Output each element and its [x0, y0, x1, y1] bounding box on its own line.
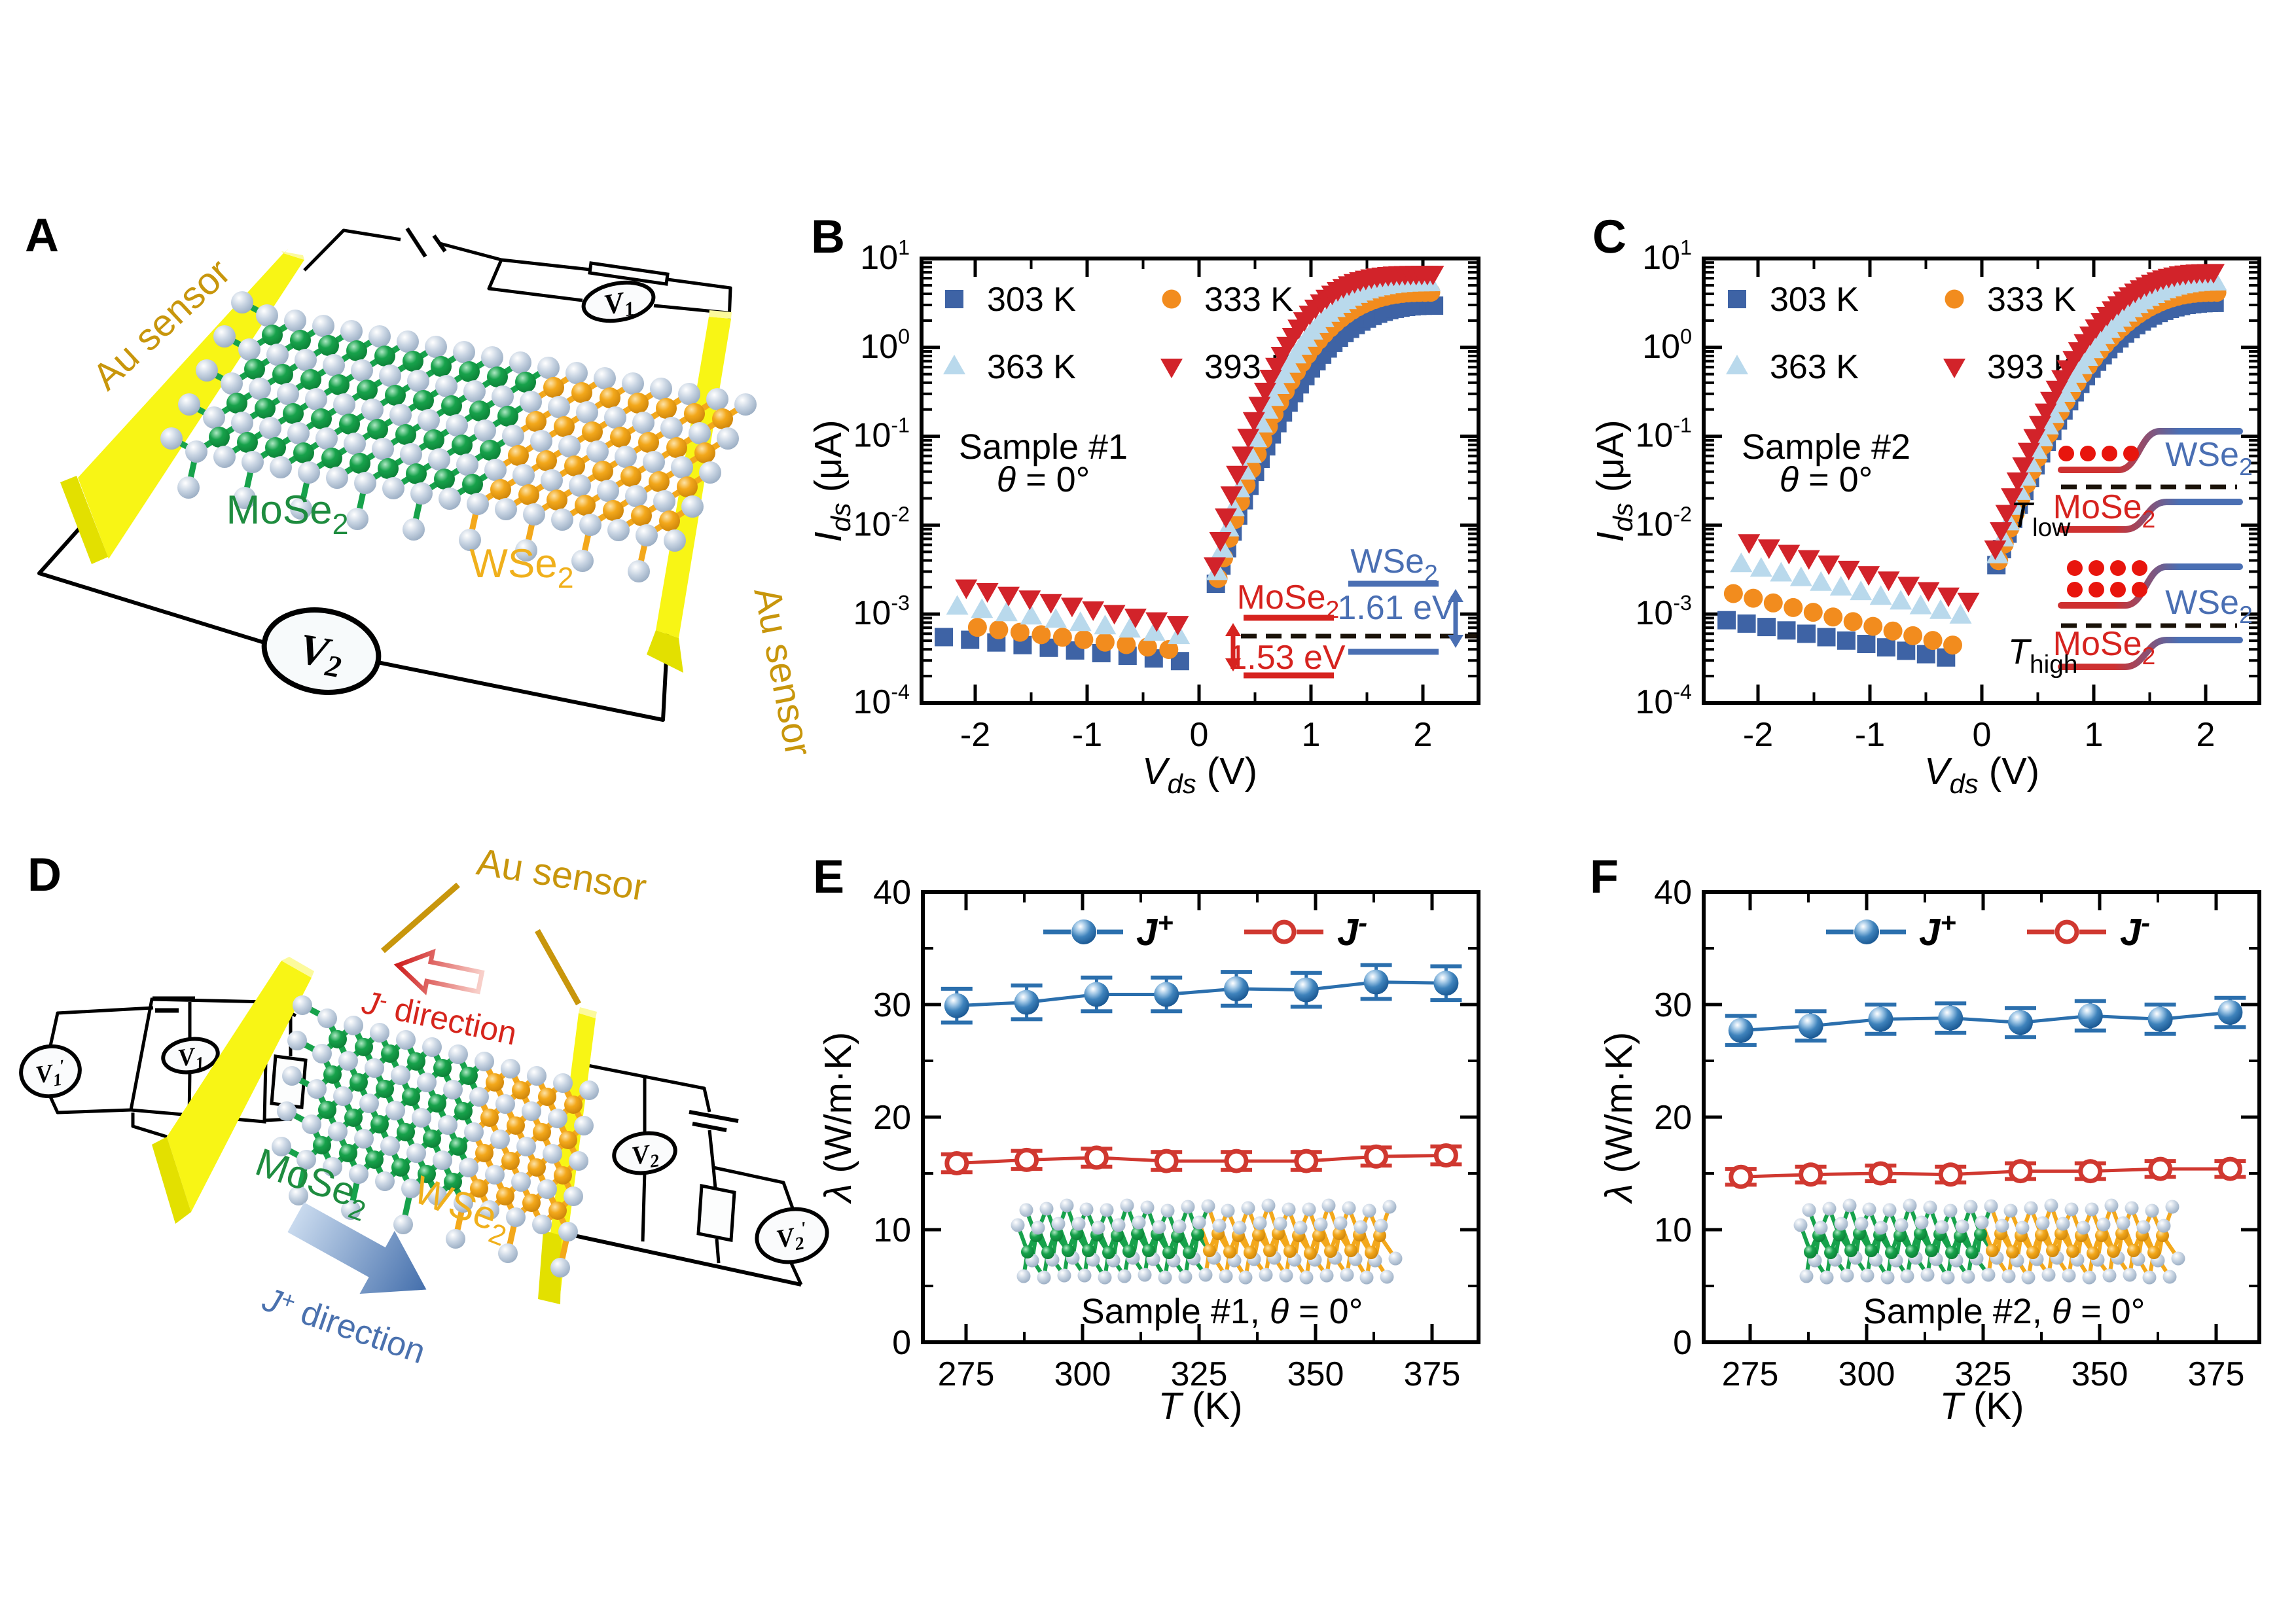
- svg-text:B: B: [811, 211, 845, 263]
- svg-text:363 K: 363 K: [1770, 348, 1859, 386]
- svg-text:C: C: [1592, 211, 1626, 263]
- svg-text:Vds (V): Vds (V): [1924, 750, 2039, 799]
- svg-text:WSe2: WSe2: [1350, 543, 1438, 587]
- svg-text:0: 0: [1673, 1324, 1692, 1362]
- svg-text:1.61 eV: 1.61 eV: [1337, 589, 1455, 627]
- svg-text:λ (W/m·K): λ (W/m·K): [817, 1032, 859, 1204]
- svg-text:10: 10: [1654, 1211, 1692, 1249]
- svg-text:Ids (μA): Ids (μA): [1589, 419, 1638, 542]
- svg-text:Sample #1: Sample #1: [959, 427, 1128, 467]
- svg-text:363 K: 363 K: [987, 348, 1076, 386]
- svg-text:300: 300: [1839, 1355, 1895, 1393]
- svg-text:30: 30: [873, 986, 911, 1024]
- svg-text:333 K: 333 K: [1987, 281, 2076, 319]
- svg-text:10-2: 10-2: [853, 502, 910, 543]
- svg-text:Ids (μA): Ids (μA): [807, 419, 856, 542]
- svg-text:A: A: [25, 209, 59, 262]
- svg-text:101: 101: [1642, 236, 1692, 277]
- svg-text:MoSe2: MoSe2: [1237, 579, 1340, 623]
- svg-text:E: E: [813, 851, 844, 903]
- svg-text:325: 325: [1171, 1355, 1228, 1393]
- svg-text:10-3: 10-3: [853, 591, 910, 632]
- svg-text:λ (W/m·K): λ (W/m·K): [1598, 1032, 1640, 1204]
- svg-text:Sample #2: Sample #2: [1742, 427, 1910, 467]
- svg-text:-2: -2: [960, 716, 990, 754]
- svg-text:300: 300: [1054, 1355, 1111, 1393]
- svg-text:Tlow: Tlow: [2011, 495, 2071, 542]
- svg-text:350: 350: [2072, 1355, 2128, 1393]
- svg-text:10-3: 10-3: [1635, 591, 1692, 632]
- svg-text:303 K: 303 K: [987, 281, 1076, 319]
- svg-text:Sample #1, θ = 0°: Sample #1, θ = 0°: [1081, 1292, 1363, 1331]
- svg-text:325: 325: [1955, 1355, 2012, 1393]
- svg-text:MoSe2: MoSe2: [2053, 625, 2156, 669]
- svg-text:WSe2: WSe2: [2165, 584, 2253, 628]
- svg-text:J+: J+: [1136, 907, 1174, 954]
- svg-text:T (K): T (K): [1940, 1385, 2024, 1427]
- svg-text:350: 350: [1287, 1355, 1344, 1393]
- svg-text:MoSe2: MoSe2: [226, 488, 349, 541]
- svg-text:40: 40: [873, 874, 911, 912]
- svg-text:θ = 0°: θ = 0°: [997, 460, 1090, 499]
- svg-text:D: D: [27, 849, 62, 901]
- svg-text:30: 30: [1654, 986, 1692, 1024]
- svg-text:Thigh: Thigh: [2008, 632, 2078, 679]
- svg-text:WSe2: WSe2: [469, 541, 573, 594]
- svg-text:375: 375: [2188, 1355, 2245, 1393]
- svg-text:0: 0: [1190, 716, 1209, 754]
- svg-text:2: 2: [1414, 716, 1433, 754]
- svg-text:275: 275: [1722, 1355, 1779, 1393]
- svg-text:20: 20: [1654, 1099, 1692, 1137]
- svg-text:100: 100: [860, 325, 910, 366]
- svg-text:2: 2: [2197, 716, 2215, 754]
- svg-text:0: 0: [892, 1324, 911, 1362]
- svg-text:MoSe2: MoSe2: [2053, 488, 2156, 533]
- svg-text:Vds (V): Vds (V): [1142, 750, 1257, 799]
- svg-text:-2: -2: [1743, 716, 1773, 754]
- svg-text:1: 1: [1302, 716, 1321, 754]
- svg-text:WSe2: WSe2: [2165, 436, 2253, 480]
- svg-text:Sample #2, θ = 0°: Sample #2, θ = 0°: [1863, 1292, 2145, 1331]
- svg-text:θ = 0°: θ = 0°: [1780, 460, 1873, 499]
- svg-text:20: 20: [873, 1099, 911, 1137]
- svg-text:10-4: 10-4: [853, 680, 910, 721]
- svg-text:0: 0: [1973, 716, 1992, 754]
- svg-text:F: F: [1590, 851, 1619, 903]
- svg-text:333 K: 333 K: [1204, 281, 1293, 319]
- svg-text:T (K): T (K): [1158, 1385, 1243, 1427]
- svg-text:1.53 eV: 1.53 eV: [1228, 639, 1346, 677]
- svg-text:303 K: 303 K: [1770, 281, 1859, 319]
- svg-text:-1: -1: [1855, 716, 1885, 754]
- svg-text:1: 1: [2085, 716, 2104, 754]
- svg-text:275: 275: [938, 1355, 995, 1393]
- svg-text:40: 40: [1654, 874, 1692, 912]
- svg-text:375: 375: [1404, 1355, 1461, 1393]
- svg-text:10: 10: [873, 1211, 911, 1249]
- svg-text:-1: -1: [1072, 716, 1102, 754]
